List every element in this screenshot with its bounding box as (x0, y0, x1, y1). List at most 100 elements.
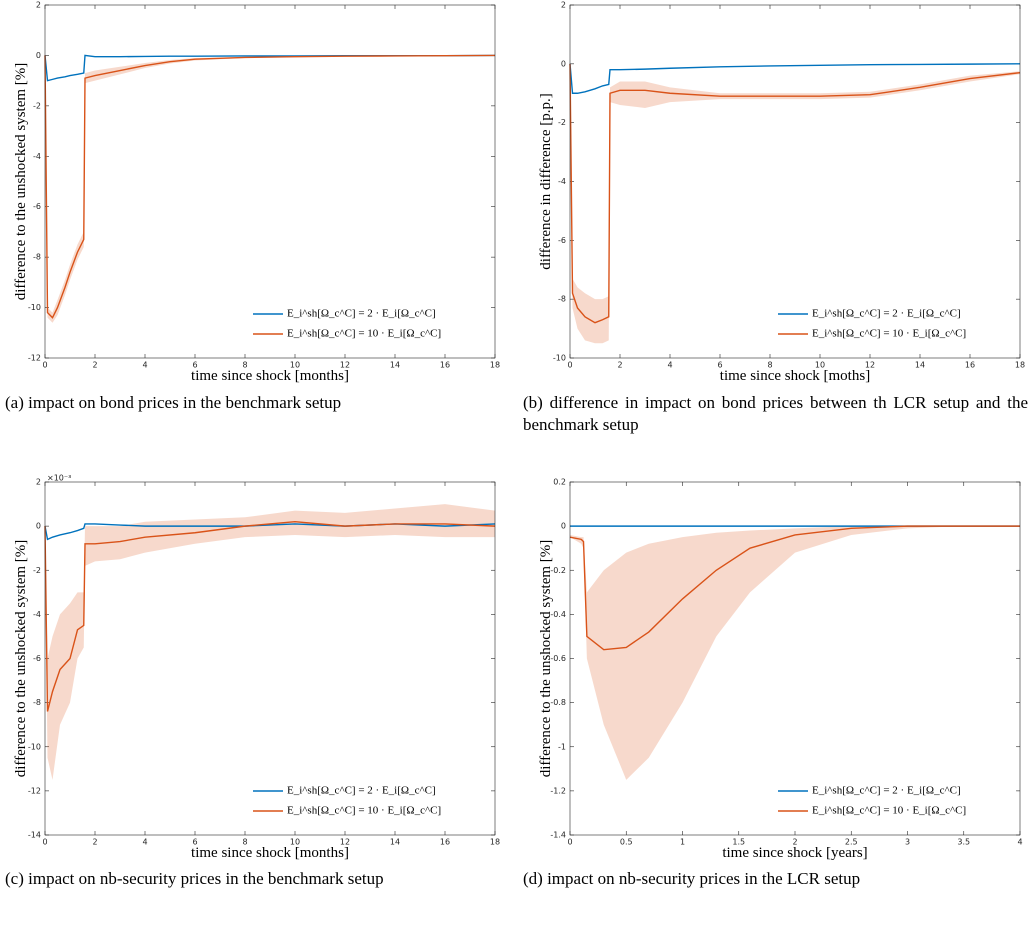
y-tick-label: 2 (36, 478, 41, 487)
y-axis-label: difference in difference [p.p.] (538, 93, 554, 269)
line (44, 521, 496, 712)
x-tick-label: 8 (242, 361, 247, 370)
legend-label: E_i^sh[Ω_c^C] = 10 · E_i[Ω_c^C] (812, 328, 966, 340)
y-tick-label: 0 (561, 59, 566, 68)
confidence-band (45, 504, 495, 780)
x-tick-label: 2 (92, 361, 97, 370)
legend-label: E_i^sh[Ω_c^C] = 2 · E_i[Ω_c^C] (287, 785, 436, 797)
line (569, 525, 1020, 651)
x-tick-label: 2.5 (845, 838, 858, 847)
y-tick-label: -10 (28, 742, 41, 751)
x-tick-label: 14 (915, 361, 925, 370)
x-axis-label: time since shock [moths] (720, 368, 870, 384)
caption: (a) impact on bond prices in the benchma… (5, 393, 342, 412)
x-tick-label: 18 (490, 838, 500, 847)
y-axis-label: difference to the unshocked system [%] (13, 63, 29, 301)
x-tick-label: 8 (242, 838, 247, 847)
y-tick-label: -0.6 (550, 654, 566, 663)
caption: (c) impact on nb-security prices in the … (5, 869, 384, 888)
x-tick-label: 16 (440, 361, 450, 370)
y-tick-label: -0.4 (550, 610, 566, 619)
y-tick-label: -14 (28, 831, 41, 840)
axes-frame (44, 481, 496, 836)
y-tick-label: -6 (33, 202, 41, 211)
x-tick-label: 12 (340, 361, 350, 370)
y-tick-label: -2 (558, 118, 566, 127)
y-axis-label: difference to the unshocked system [%] (538, 540, 554, 778)
x-tick-label: 2 (92, 838, 97, 847)
axes-frame (569, 4, 1021, 359)
x-tick-label: 10 (290, 838, 300, 847)
x-tick-label: 14 (390, 361, 400, 370)
plot-area (45, 482, 495, 835)
caption: (b) difference in impact on bond prices … (523, 393, 1028, 434)
legend-label: E_i^sh[Ω_c^C] = 2 · E_i[Ω_c^C] (812, 785, 961, 797)
axes-frame (44, 4, 496, 359)
plot-area (570, 482, 1020, 835)
x-tick-label: 12 (865, 361, 875, 370)
x-tick-label: 0 (42, 838, 47, 847)
y-tick-label: -10 (553, 354, 566, 363)
x-tick-label: 6 (192, 838, 197, 847)
y-tick-label: -2 (33, 101, 41, 110)
x-tick-label: 8 (767, 361, 772, 370)
x-tick-label: 6 (717, 361, 722, 370)
y-tick-label: 2 (36, 1, 41, 10)
confidence-band (570, 526, 1020, 780)
y-tick-label: -6 (33, 654, 41, 663)
y-exponent: ×10⁻³ (47, 474, 71, 483)
y-tick-label: -8 (33, 253, 41, 262)
y-tick-label: -4 (558, 177, 566, 186)
y-tick-label: -0.2 (550, 566, 566, 575)
y-tick-label: 0.2 (553, 478, 566, 487)
y-tick-label: -8 (33, 698, 41, 707)
legend-label: E_i^sh[Ω_c^C] = 10 · E_i[Ω_c^C] (812, 805, 966, 817)
y-tick-label: -6 (558, 236, 566, 245)
x-tick-label: 2 (792, 838, 797, 847)
y-tick-label: 0 (36, 522, 41, 531)
x-tick-label: 2 (617, 361, 622, 370)
legend (247, 302, 489, 348)
x-tick-label: 3.5 (957, 838, 970, 847)
legend (772, 302, 1014, 348)
legend-label: E_i^sh[Ω_c^C] = 10 · E_i[Ω_c^C] (287, 328, 441, 340)
x-tick-label: 16 (965, 361, 975, 370)
x-tick-label: 18 (490, 361, 500, 370)
x-axis-label: time since shock [years] (722, 845, 867, 861)
x-tick-label: 14 (390, 838, 400, 847)
y-tick-label: 0 (561, 522, 566, 531)
x-tick-label: 6 (192, 361, 197, 370)
legend (772, 779, 1014, 825)
legend-label: E_i^sh[Ω_c^C] = 10 · E_i[Ω_c^C] (287, 805, 441, 817)
x-tick-label: 4 (1017, 838, 1022, 847)
x-tick-label: 4 (667, 361, 672, 370)
legend-label: E_i^sh[Ω_c^C] = 2 · E_i[Ω_c^C] (287, 308, 436, 320)
x-tick-label: 3 (905, 838, 910, 847)
x-tick-label: 0 (42, 361, 47, 370)
line (44, 54, 496, 319)
x-tick-label: 1.5 (732, 838, 745, 847)
y-tick-label: -2 (33, 566, 41, 575)
y-tick-label: -0.8 (550, 698, 566, 707)
x-tick-label: 12 (340, 838, 350, 847)
legend (247, 779, 489, 825)
x-tick-label: 16 (440, 838, 450, 847)
y-tick-label: -4 (33, 152, 41, 161)
line (569, 63, 1021, 324)
y-tick-label: 0 (36, 51, 41, 60)
x-tick-label: 10 (290, 361, 300, 370)
x-tick-label: 4 (142, 361, 147, 370)
x-tick-label: 0 (567, 361, 572, 370)
x-axis-label: time since shock [months] (191, 368, 349, 384)
x-tick-label: 18 (1015, 361, 1025, 370)
y-tick-label: -1 (558, 742, 566, 751)
caption: (d) impact on nb-security prices in the … (523, 869, 861, 888)
y-axis-label: difference to the unshocked system [%] (13, 540, 29, 778)
line (569, 63, 1021, 94)
x-tick-label: 4 (142, 838, 147, 847)
y-tick-label: 2 (561, 1, 566, 10)
y-tick-label: -10 (28, 303, 41, 312)
legend-label: E_i^sh[Ω_c^C] = 2 · E_i[Ω_c^C] (812, 308, 961, 320)
y-tick-label: -1.4 (550, 831, 566, 840)
